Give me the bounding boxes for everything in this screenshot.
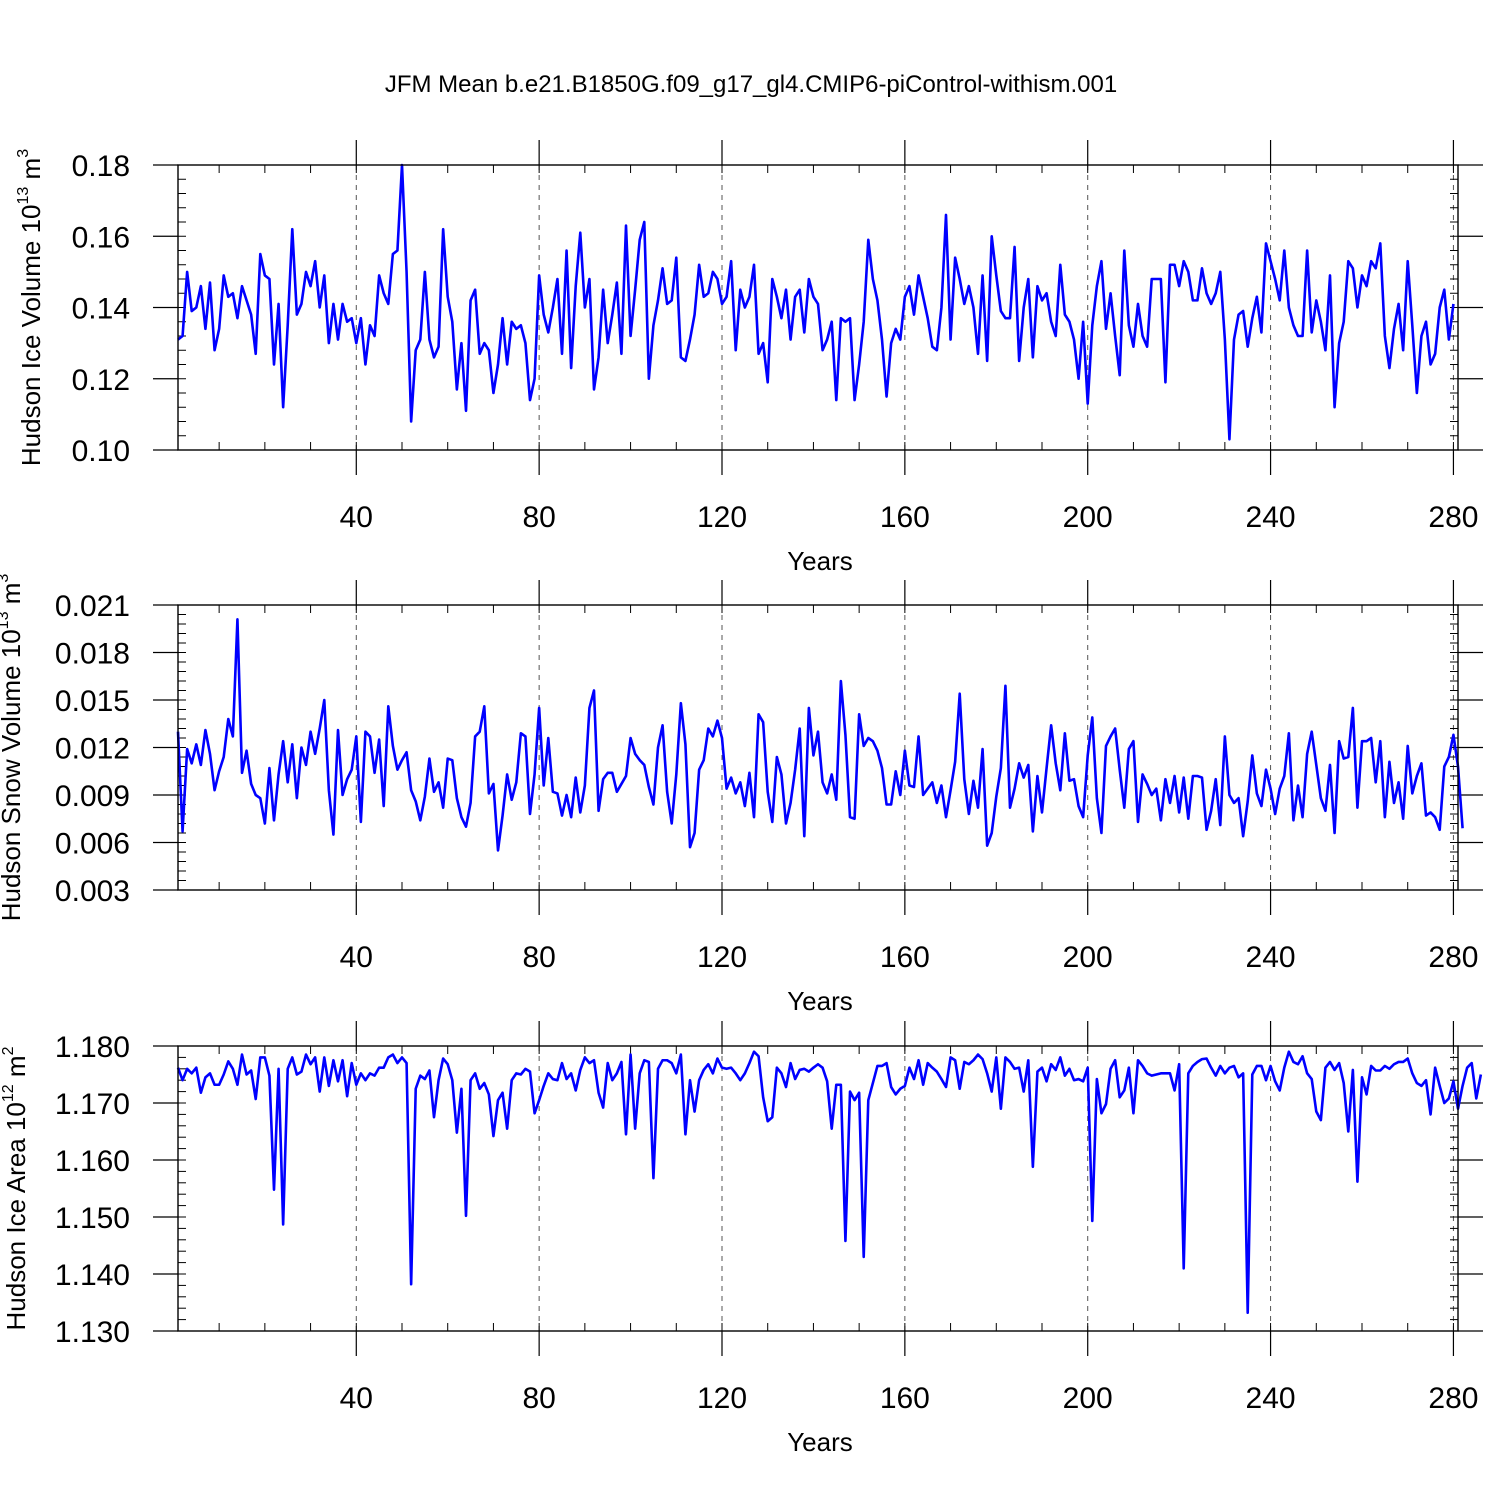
y-tick-label: 0.14	[72, 293, 130, 326]
x-tick-label: 40	[340, 501, 373, 534]
y-tick-label: 1.140	[55, 1259, 130, 1292]
y-tick-label: 0.018	[55, 638, 130, 671]
y-tick-label: 0.012	[55, 733, 130, 766]
y-tick-label: 0.16	[72, 221, 130, 254]
plot-frame	[177, 164, 1459, 451]
y-tick-label: 1.180	[55, 1031, 130, 1064]
x-axis-label: Years	[787, 986, 853, 1016]
x-tick-label: 80	[522, 941, 555, 974]
y-axis-label: Hudson Ice Area 1012 m2	[0, 1046, 31, 1330]
panel-2: 0.003 0.006 0.009 0.012 0.015 0.018 0.021 40 80 1…	[0, 574, 1483, 1016]
y-tick-label: 0.021	[55, 590, 130, 623]
plot-frame	[177, 1045, 1459, 1332]
x-axis-label: Years	[787, 1427, 853, 1457]
x-axis-label: Years	[787, 546, 853, 576]
x-tick-label: 80	[522, 1382, 555, 1415]
panel-1: 0.10 0.12 0.14 0.16 0.18 40 80 120 160 200 240 280 Y…	[15, 140, 1483, 576]
x-tick-label: 200	[1063, 1382, 1113, 1415]
x-tick-label: 160	[880, 1382, 930, 1415]
y-tick-label: 0.006	[55, 828, 130, 861]
series-line	[177, 163, 1455, 441]
y-tick-label: 1.130	[55, 1316, 130, 1349]
x-tick-label: 240	[1246, 1382, 1296, 1415]
x-tick-label: 280	[1428, 941, 1478, 974]
series-line	[176, 1050, 1483, 1315]
y-tick-label: 1.170	[55, 1088, 130, 1121]
x-tick-label: 200	[1063, 501, 1113, 534]
plot-frame	[177, 604, 1459, 891]
x-tick-label: 80	[522, 501, 555, 534]
series-line	[176, 617, 1464, 852]
y-tick-label: 0.015	[55, 685, 130, 718]
y-tick-label: 1.150	[55, 1202, 130, 1235]
x-tick-label: 200	[1063, 941, 1113, 974]
x-tick-label: 40	[340, 1382, 373, 1415]
x-tick-label: 120	[697, 501, 747, 534]
y-tick-label: 0.18	[72, 150, 130, 183]
panels-container: 0.10 0.12 0.14 0.16 0.18 40 80 120 160 200 240 280 Y…	[0, 140, 1483, 1457]
x-tick-label: 120	[697, 941, 747, 974]
y-tick-label: 0.10	[72, 435, 130, 468]
y-tick-label: 0.009	[55, 780, 130, 813]
x-tick-label: 40	[340, 941, 373, 974]
y-axis-label: Hudson Ice Volume 1013 m3	[15, 149, 46, 466]
y-tick-label: 0.003	[55, 875, 130, 908]
x-tick-label: 240	[1246, 501, 1296, 534]
y-axis-label: Hudson Snow Volume 1013 m3	[0, 574, 26, 922]
x-tick-label: 120	[697, 1382, 747, 1415]
x-tick-label: 160	[880, 501, 930, 534]
y-tick-label: 1.160	[55, 1145, 130, 1178]
y-tick-label: 0.12	[72, 364, 130, 397]
x-tick-label: 280	[1428, 1382, 1478, 1415]
panel-3: 1.130 1.140 1.150 1.160 1.170 1.180 40 80 120 160…	[0, 1021, 1483, 1457]
x-tick-label: 280	[1428, 501, 1478, 534]
chart-title: JFM Mean b.e21.B1850G.f09_g17_gl4.CMIP6-…	[385, 71, 1117, 98]
x-tick-label: 160	[880, 941, 930, 974]
x-tick-label: 240	[1246, 941, 1296, 974]
